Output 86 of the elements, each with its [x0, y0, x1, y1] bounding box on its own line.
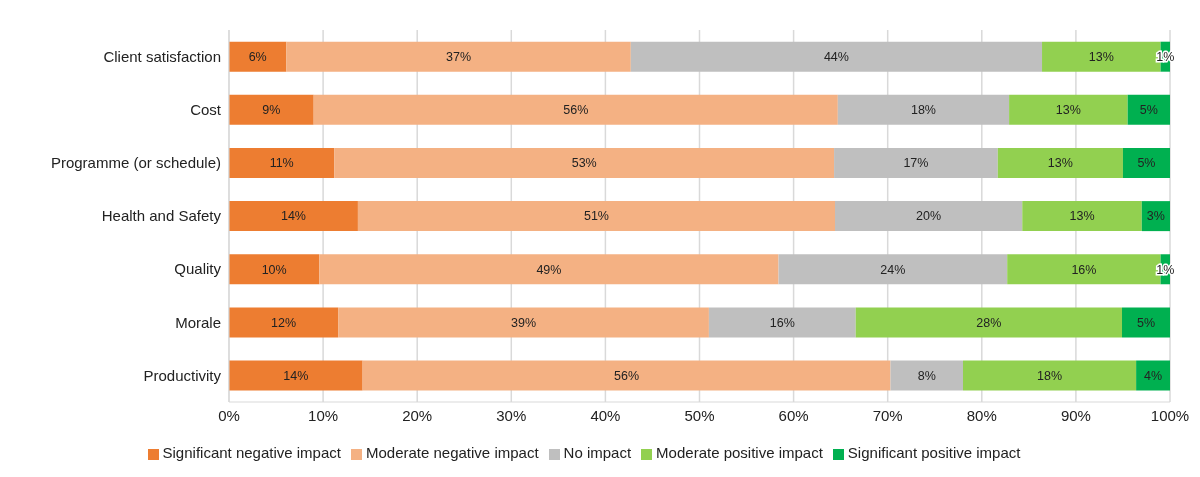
- data-label: 8%: [917, 368, 936, 383]
- data-label: 17%: [903, 156, 929, 171]
- bar: [319, 254, 779, 285]
- data-label: 37%: [446, 50, 472, 65]
- data-label: 5%: [1139, 103, 1158, 118]
- legend-label: Moderate positive impact: [656, 444, 823, 461]
- data-label: 11%: [269, 156, 294, 171]
- bar: [334, 147, 835, 178]
- bar: [778, 254, 1008, 285]
- data-label: 4%: [1144, 368, 1163, 383]
- x-tick-label: 80%: [966, 406, 997, 424]
- bar: [229, 307, 339, 338]
- data-label: 16%: [769, 315, 795, 330]
- y-tick-label: Cost: [190, 101, 222, 119]
- legend-label: Significant positive impact: [847, 444, 1021, 461]
- data-label: 3%: [1146, 209, 1165, 224]
- x-tick-label: 70%: [872, 406, 903, 424]
- data-label: 39%: [511, 315, 537, 330]
- bar: [229, 201, 358, 232]
- bar: [835, 201, 1023, 232]
- x-tick-label: 60%: [778, 406, 809, 424]
- bar: [229, 254, 320, 285]
- x-tick-label: 20%: [402, 406, 433, 424]
- data-label: 12%: [271, 315, 297, 330]
- data-label: 13%: [1047, 156, 1073, 171]
- bar: [630, 41, 1043, 72]
- data-label: 18%: [910, 103, 936, 118]
- bar: [962, 360, 1137, 391]
- data-label: 5%: [1137, 156, 1156, 171]
- y-tick-label: Programme (or schedule): [50, 154, 221, 172]
- y-tick-label: Morale: [175, 313, 221, 331]
- bar: [890, 360, 963, 391]
- bar: [229, 360, 363, 391]
- data-label: 5%: [1136, 315, 1156, 330]
- data-label: 49%: [536, 262, 562, 277]
- data-label: 56%: [614, 368, 640, 383]
- bar: [997, 147, 1123, 178]
- bar: [357, 201, 835, 232]
- y-tick-label: Client satisfaction: [103, 47, 221, 65]
- x-tick-label: 90%: [1060, 406, 1091, 424]
- bar: [1122, 307, 1170, 338]
- data-label: 6%: [248, 50, 267, 65]
- legend-label: Significant negative impact: [162, 444, 341, 461]
- data-label: 44%: [823, 50, 849, 65]
- data-label: 9%: [262, 103, 281, 118]
- bar: [338, 307, 709, 338]
- bar: [708, 307, 856, 338]
- y-tick-label: Quality: [174, 260, 222, 278]
- x-tick-label: 30%: [496, 406, 527, 424]
- bar: [229, 94, 314, 125]
- y-tick-label: Health and Safety: [101, 207, 222, 225]
- bar: [834, 147, 998, 178]
- x-tick-label: 50%: [684, 406, 715, 424]
- data-label: 28%: [976, 315, 1002, 330]
- data-label: 13%: [1069, 209, 1095, 224]
- bar: [1022, 201, 1142, 232]
- legend-label: Moderate negative impact: [365, 444, 539, 461]
- data-label: 13%: [1088, 50, 1114, 65]
- bar: [362, 360, 891, 391]
- bar: [1122, 147, 1170, 178]
- x-tick-label: 100%: [1150, 406, 1190, 424]
- data-label: 53%: [571, 156, 597, 171]
- data-label: 16%: [1071, 262, 1097, 277]
- data-label: 18%: [1037, 368, 1063, 383]
- bar: [286, 41, 631, 72]
- data-label: 51%: [583, 209, 609, 224]
- y-tick-label: Productivity: [143, 366, 222, 384]
- data-label: 14%: [283, 368, 309, 383]
- bar: [229, 41, 287, 72]
- data-label: 24%: [880, 262, 906, 277]
- bar: [837, 94, 1010, 125]
- bar: [229, 147, 335, 178]
- data-label: 20%: [916, 209, 942, 224]
- x-tick-label: 40%: [590, 406, 621, 424]
- x-tick-label: 10%: [308, 406, 339, 424]
- data-label: 10%: [261, 262, 287, 277]
- bar: [1127, 94, 1170, 125]
- legend-label: No impact: [563, 444, 632, 461]
- bar: [1009, 94, 1128, 125]
- data-label: 13%: [1055, 103, 1081, 118]
- bar: [855, 307, 1123, 338]
- bar: [313, 94, 838, 125]
- data-label: 14%: [280, 209, 306, 224]
- data-label: 56%: [563, 103, 589, 118]
- bar: [1136, 360, 1170, 391]
- x-tick-label: 0%: [218, 406, 240, 424]
